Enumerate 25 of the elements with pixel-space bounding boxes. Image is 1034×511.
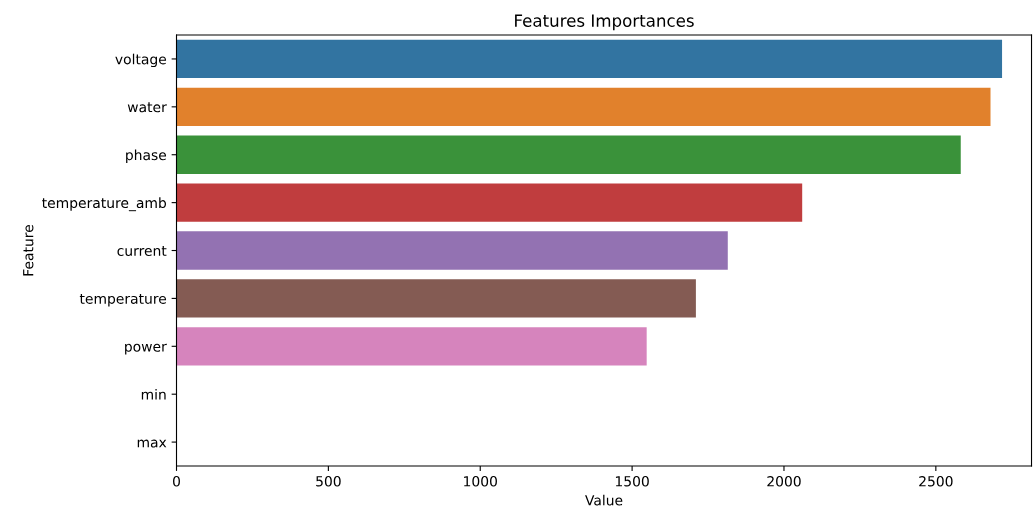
x-tick-label: 2500 (919, 476, 953, 487)
y-tick-label: max (137, 439, 167, 448)
y-tick-label: power (125, 343, 167, 355)
x-tick-label: 500 (316, 476, 341, 487)
bar (176, 87, 991, 126)
bar (176, 39, 1003, 79)
x-tick-label: 1000 (464, 476, 497, 487)
y-tick-label: min (141, 388, 166, 400)
bar (176, 279, 696, 318)
x-tick-label: 2000 (767, 476, 801, 487)
y-tick-label: phase (126, 149, 167, 163)
bar (176, 327, 647, 366)
y-tick-label: current (117, 246, 167, 256)
y-tick-label: temperature (79, 293, 167, 307)
bar (176, 231, 728, 270)
y-tick-label: temperature_amb (42, 197, 167, 212)
bar (176, 183, 803, 222)
x-tick-label: 1500 (615, 476, 649, 487)
y-tick-label: voltage (115, 53, 167, 68)
y-axis-title: Feature (23, 225, 34, 276)
bar (176, 135, 961, 174)
x-tick-label: 0 (173, 476, 180, 487)
chart-title: Features Importances (515, 14, 694, 31)
x-axis-title: Value (585, 494, 623, 506)
y-tick-label: water (127, 102, 167, 113)
